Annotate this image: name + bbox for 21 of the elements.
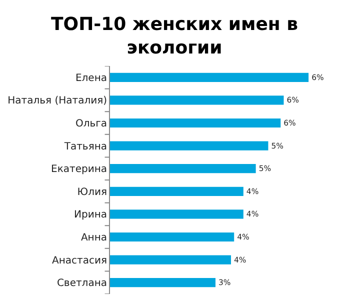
y-tick-label: Юлия: [77, 186, 107, 198]
bar: [110, 96, 284, 105]
bar: [110, 186, 244, 196]
y-tick-label: Анна: [80, 232, 107, 244]
bar: [110, 278, 216, 288]
y-tick-label: Анастасия: [52, 255, 107, 266]
bar: [110, 210, 244, 219]
y-tick-label: Татьяна: [63, 141, 107, 152]
bar: [110, 118, 281, 128]
chart-title: ТОП-10 женских имен в экологии: [51, 14, 298, 59]
y-tick-label: Ирина: [74, 210, 107, 221]
bar: [110, 164, 256, 174]
bar: [110, 232, 234, 242]
bar: [110, 72, 309, 82]
y-tick-label: Светлана: [56, 278, 107, 290]
bar: [110, 255, 231, 264]
y-tick-label: Екатерина: [51, 164, 107, 176]
y-tick-label: Наталья (Наталия): [8, 96, 108, 107]
y-tick-label: Ольга: [75, 118, 107, 130]
bar: [110, 141, 268, 150]
y-tick-label: Елена: [75, 72, 107, 84]
